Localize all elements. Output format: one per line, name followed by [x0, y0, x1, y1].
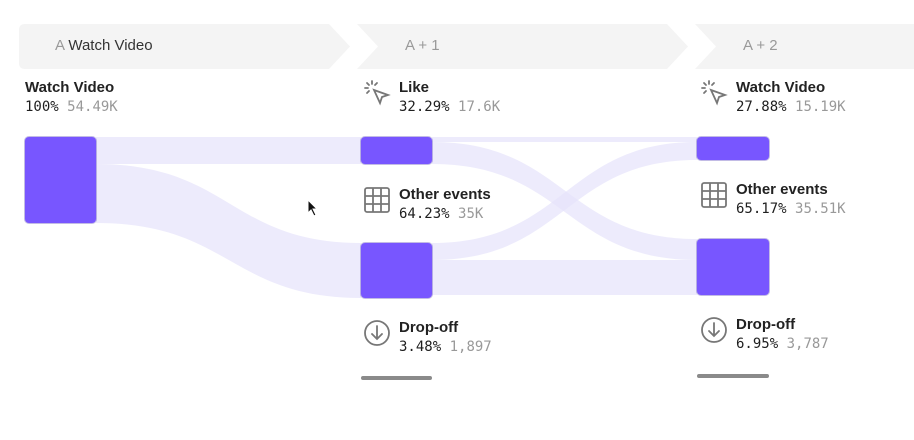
node-count: 54.49K — [67, 99, 118, 115]
flow-other-to-other — [432, 260, 697, 295]
flow-watch-to-like — [96, 137, 361, 164]
chevron-shape — [19, 24, 350, 69]
node-percent: 6.95% — [736, 336, 779, 352]
node-count: 1,897 — [449, 339, 492, 355]
node-bar-watch-video[interactable] — [25, 137, 96, 223]
flow-watch-to-other — [96, 164, 361, 298]
node-bar-watch-video-2[interactable] — [697, 137, 769, 160]
node-percent: 100% — [25, 99, 59, 115]
node-other-events-2[interactable]: Other events 65.17% 35.51K — [700, 181, 846, 217]
node-drop-off[interactable]: Drop-off 3.48% 1,897 — [363, 319, 492, 355]
node-percent: 3.48% — [399, 339, 442, 355]
node-other-events[interactable]: Other events 64.23% 35K — [363, 186, 491, 222]
node-title: Other events — [736, 181, 828, 198]
node-bar-other-events[interactable] — [361, 243, 432, 298]
node-count: 35.51K — [795, 201, 846, 217]
node-count: 17.6K — [458, 99, 501, 115]
step-header-a[interactable]: A Watch Video — [19, 24, 359, 69]
flow-other-to-watch — [432, 142, 697, 260]
mouse-cursor-icon — [307, 199, 319, 217]
node-title: Other events — [399, 186, 491, 203]
node-count: 3,787 — [786, 336, 829, 352]
flow-like-to-watch — [432, 137, 697, 142]
node-watch-video-2[interactable]: Watch Video 27.88% 15.19K — [700, 79, 846, 115]
step-label: A + 1 — [405, 37, 440, 54]
node-title: Watch Video — [736, 79, 826, 96]
grid-icon — [701, 182, 727, 208]
node-title: Like — [399, 79, 430, 96]
node-title: Drop-off — [736, 316, 796, 333]
node-percent: 65.17% — [736, 201, 787, 217]
node-bar-other-events-2[interactable] — [697, 239, 769, 295]
arrow-down-circle-icon — [364, 320, 390, 346]
dropoff-bar[interactable] — [361, 376, 432, 380]
step-header-a-plus-2[interactable]: A + 2 — [695, 24, 914, 69]
node-percent: 27.88% — [736, 99, 787, 115]
step-prefix: A — [55, 37, 65, 54]
grid-icon — [364, 187, 390, 213]
step-header-a-plus-1[interactable]: A + 1 — [357, 24, 697, 69]
dropoff-bar[interactable] — [697, 374, 769, 378]
step-label: A + 2 — [743, 37, 778, 54]
node-title: Drop-off — [399, 319, 459, 336]
step-label: Watch Video — [68, 37, 153, 54]
node-like[interactable]: Like 32.29% 17.6K — [363, 79, 500, 115]
node-count: 35K — [458, 206, 484, 222]
node-drop-off-2[interactable]: Drop-off 6.95% 3,787 — [700, 316, 829, 352]
arrow-down-circle-icon — [701, 317, 727, 343]
click-icon — [701, 80, 728, 106]
chevron-shape — [695, 24, 914, 69]
node-percent: 32.29% — [399, 99, 450, 115]
node-count: 15.19K — [795, 99, 846, 115]
node-watch-video[interactable]: Watch Video 100% 54.49K — [25, 79, 118, 115]
node-title: Watch Video — [25, 79, 115, 96]
chevron-shape — [357, 24, 688, 69]
click-icon — [364, 80, 391, 106]
node-percent: 64.23% — [399, 206, 450, 222]
node-bar-like[interactable] — [361, 137, 432, 164]
